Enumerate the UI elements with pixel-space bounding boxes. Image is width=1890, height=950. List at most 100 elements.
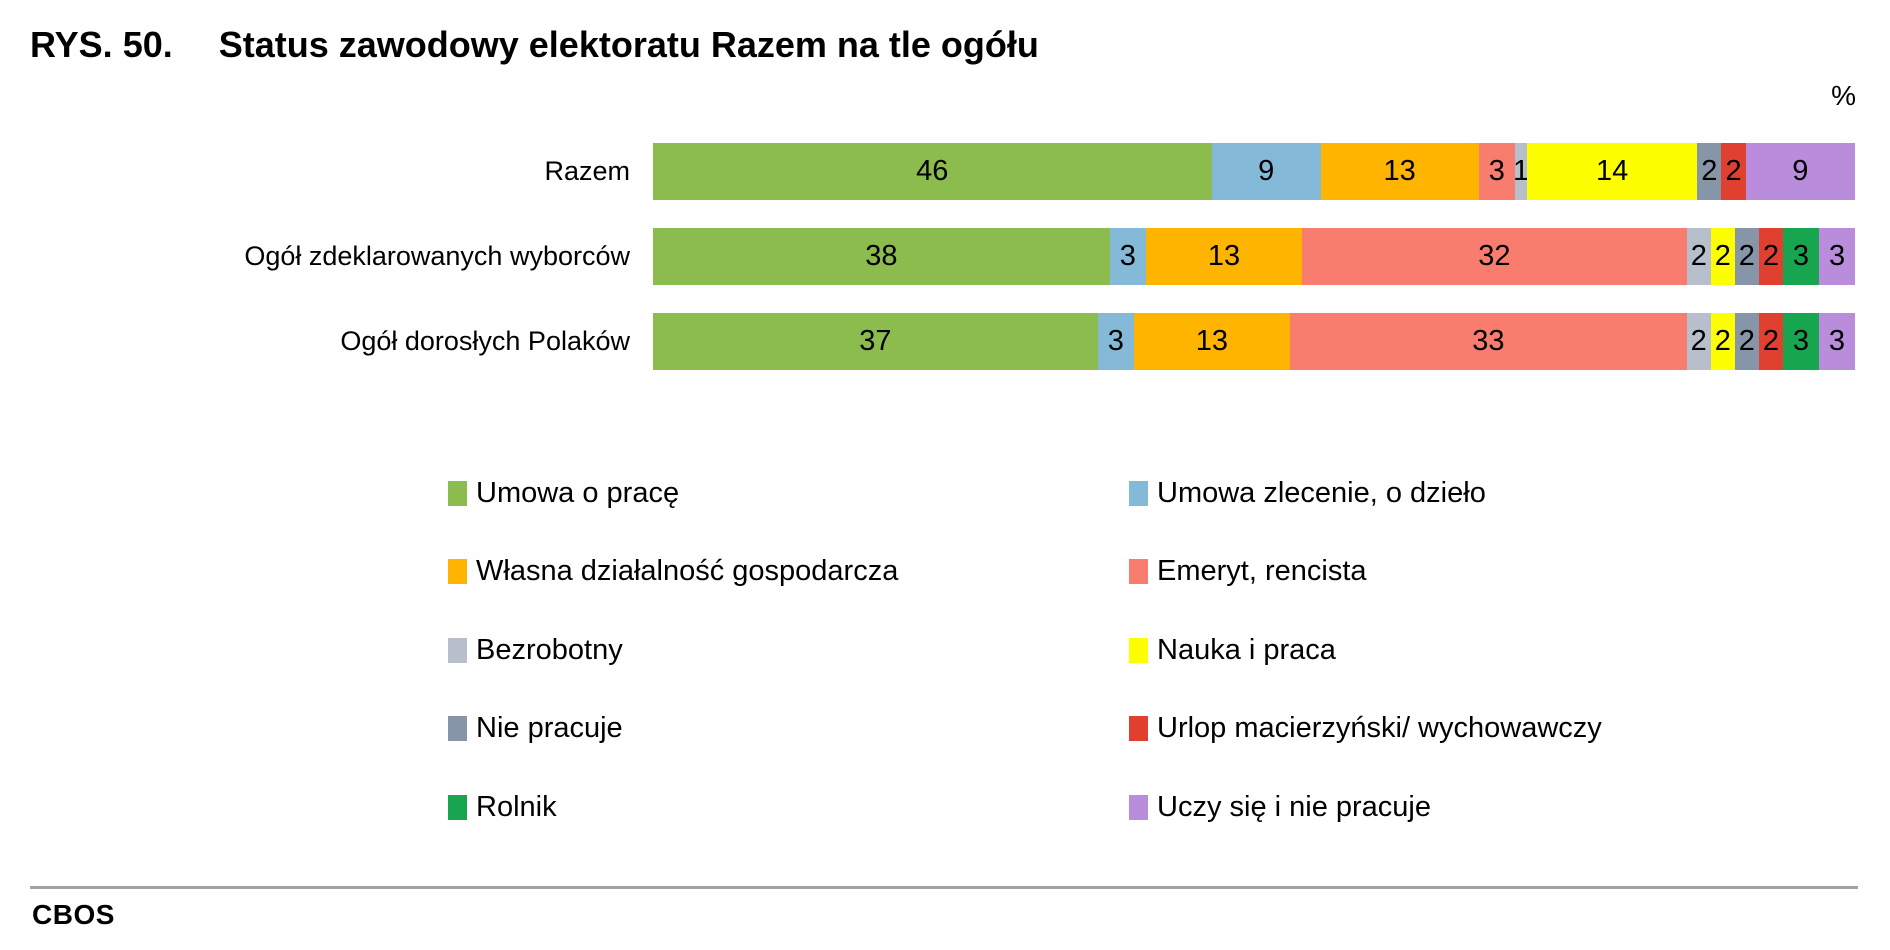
bar-segment: 37 bbox=[653, 313, 1098, 370]
segment-value: 13 bbox=[1383, 155, 1416, 187]
segment-value: 3 bbox=[1792, 240, 1810, 272]
segment-value: 14 bbox=[1596, 155, 1629, 187]
bar-segment: 2 bbox=[1710, 313, 1735, 370]
legend-label: Emeryt, rencista bbox=[1157, 555, 1367, 588]
legend-label: Uczy się i nie pracuje bbox=[1157, 790, 1431, 823]
legend-item: Nie pracuje bbox=[448, 712, 1129, 745]
bar-segment: 9 bbox=[1211, 143, 1321, 200]
segment-value: 32 bbox=[1478, 240, 1511, 272]
legend-label: Nie pracuje bbox=[476, 712, 623, 745]
bar-segment: 46 bbox=[653, 143, 1212, 200]
segment-value: 2 bbox=[1725, 155, 1742, 187]
segment-value: 46 bbox=[916, 155, 949, 187]
bar-track: 37 3 13 33 2 2 2 2 3 3 bbox=[653, 313, 1856, 370]
segment-value: 3 bbox=[1828, 325, 1846, 357]
legend-label: Umowa zlecenie, o dzieło bbox=[1157, 476, 1486, 509]
bar-segment: 2 bbox=[1734, 228, 1759, 285]
bar-segment: 3 bbox=[1818, 313, 1856, 370]
unit-label: % bbox=[1831, 80, 1856, 111]
legend-swatch-icon bbox=[448, 559, 467, 585]
legend-swatch-icon bbox=[1129, 716, 1148, 742]
legend-label: Własna działalność gospodarcza bbox=[476, 555, 899, 588]
legend-item: Uczy się i nie pracuje bbox=[1129, 791, 1602, 824]
segment-value: 9 bbox=[1258, 155, 1275, 187]
bar-row: Ogół zdeklarowanych wyborców 38 3 13 32 2 2 2 2 3… bbox=[30, 228, 1856, 285]
bar-segment: 3 bbox=[1782, 313, 1819, 370]
legend-label: Bezrobotny bbox=[476, 633, 623, 666]
bar-segment: 2 bbox=[1686, 228, 1711, 285]
legend-item: Umowa zlecenie, o dzieło bbox=[1129, 477, 1602, 510]
bar-segment: 13 bbox=[1145, 228, 1303, 285]
segment-value: 33 bbox=[1472, 325, 1505, 357]
legend-item: Własna działalność gospodarcza bbox=[448, 555, 1129, 588]
bar-row: Ogół dorosłych Polaków 37 3 13 33 2 2 2 2 3 3 bbox=[30, 313, 1856, 370]
segment-value: 38 bbox=[865, 240, 898, 272]
segment-value: 2 bbox=[1738, 240, 1755, 272]
bar-segment: 2 bbox=[1734, 313, 1759, 370]
bar-track: 38 3 13 32 2 2 2 2 3 3 bbox=[653, 228, 1856, 285]
segment-value: 1 bbox=[1513, 155, 1530, 187]
legend-label: Nauka i praca bbox=[1157, 633, 1336, 666]
legend-label: Umowa o pracę bbox=[476, 476, 680, 509]
legend-swatch-icon bbox=[448, 794, 467, 820]
segment-value: 3 bbox=[1828, 240, 1846, 272]
legend-swatch-icon bbox=[448, 637, 467, 663]
bar-segment: 13 bbox=[1320, 143, 1479, 200]
bar-row: Razem 46 9 13 3 1 14 2 2 9 bbox=[30, 143, 1855, 200]
legend-item: Bezrobotny bbox=[448, 634, 1129, 667]
legend-item: Emeryt, rencista bbox=[1129, 555, 1602, 588]
legend-item: Nauka i praca bbox=[1129, 634, 1602, 667]
legend-item: Urlop macierzyński/ wychowawczy bbox=[1129, 712, 1602, 745]
bar-segment: 2 bbox=[1758, 228, 1783, 285]
bar-segment: 33 bbox=[1290, 313, 1687, 370]
segment-value: 2 bbox=[1714, 240, 1731, 272]
bar-segment: 3 bbox=[1109, 228, 1146, 285]
segment-value: 3 bbox=[1107, 325, 1124, 357]
legend-swatch-icon bbox=[1129, 559, 1148, 585]
legend-swatch-icon bbox=[448, 716, 467, 742]
segment-value: 2 bbox=[1690, 325, 1707, 357]
legend-item: Rolnik bbox=[448, 791, 1129, 824]
bar-segment: 13 bbox=[1133, 313, 1291, 370]
footer-divider bbox=[30, 886, 1858, 889]
figure-number: RYS. 50. bbox=[30, 24, 173, 65]
segment-value: 3 bbox=[1488, 155, 1505, 187]
bar-segment: 2 bbox=[1686, 313, 1711, 370]
segment-value: 13 bbox=[1195, 325, 1229, 357]
bar-segment: 1 bbox=[1513, 143, 1530, 200]
legend-swatch-icon bbox=[1129, 794, 1148, 820]
category-label: Ogół dorosłych Polaków bbox=[340, 326, 630, 356]
bar-track: 46 9 13 3 1 14 2 2 9 bbox=[653, 143, 1855, 200]
category-label: Ogół zdeklarowanych wyborców bbox=[244, 241, 630, 271]
bar-segment: 2 bbox=[1710, 228, 1735, 285]
chart-legend: Umowa o pracę Własna działalność gospodar… bbox=[448, 454, 1602, 847]
stacked-bar-chart: Razem 46 9 13 3 1 14 2 2 9 Ogół zdeklarowanych wyb… bbox=[30, 143, 1856, 398]
segment-value: 37 bbox=[859, 325, 892, 357]
segment-value: 2 bbox=[1738, 325, 1755, 357]
segment-value: 2 bbox=[1762, 325, 1779, 357]
segment-value: 2 bbox=[1690, 240, 1707, 272]
bar-segment: 38 bbox=[653, 228, 1110, 285]
figure-title: RYS. 50. Status zawodowy elektoratu Razem… bbox=[30, 24, 1039, 66]
bar-segment: 9 bbox=[1745, 143, 1855, 200]
bar-segment: 14 bbox=[1527, 143, 1698, 200]
segment-value: 13 bbox=[1207, 240, 1241, 272]
legend-swatch-icon bbox=[1129, 637, 1148, 663]
category-label: Razem bbox=[544, 156, 630, 186]
segment-value: 2 bbox=[1701, 155, 1718, 187]
segment-value: 3 bbox=[1119, 240, 1136, 272]
legend-label: Urlop macierzyński/ wychowawczy bbox=[1157, 712, 1602, 745]
page-title: Status zawodowy elektoratu Razem na tle … bbox=[218, 24, 1039, 65]
bar-segment: 3 bbox=[1818, 228, 1856, 285]
legend-swatch-icon bbox=[1129, 480, 1148, 506]
bar-segment: 3 bbox=[1478, 143, 1516, 200]
segment-value: 2 bbox=[1762, 240, 1779, 272]
bar-segment: 3 bbox=[1782, 228, 1819, 285]
legend-swatch-icon bbox=[448, 480, 467, 506]
bar-segment: 2 bbox=[1758, 313, 1783, 370]
segment-value: 3 bbox=[1792, 325, 1809, 357]
source-label: CBOS bbox=[32, 899, 115, 930]
legend-label: Rolnik bbox=[476, 790, 557, 823]
bar-segment: 32 bbox=[1302, 228, 1687, 285]
